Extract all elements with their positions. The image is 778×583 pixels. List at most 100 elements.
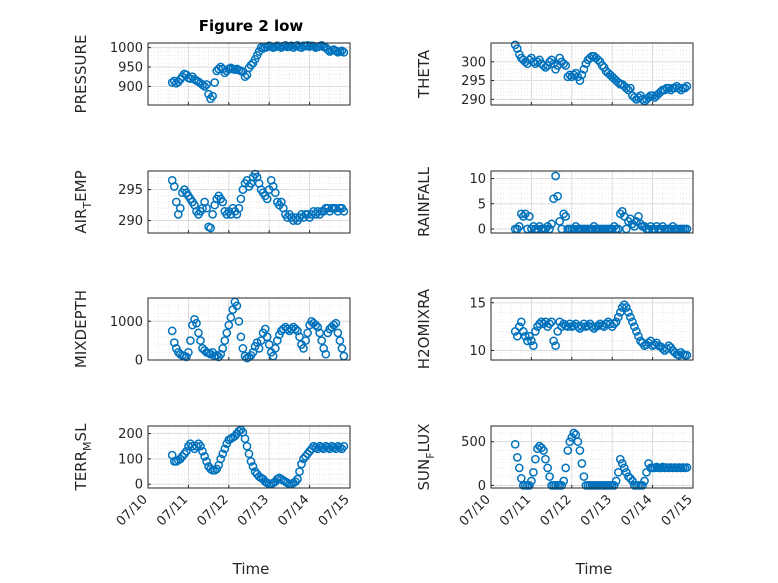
data-point xyxy=(194,328,203,338)
data-point xyxy=(597,61,607,70)
data-point xyxy=(525,212,534,221)
data-point xyxy=(512,44,522,53)
y-tick-label: 0 xyxy=(135,478,143,493)
data-point xyxy=(549,336,558,346)
data-point xyxy=(260,324,270,334)
data-point xyxy=(293,474,302,484)
data-point xyxy=(246,60,256,70)
data-point xyxy=(232,301,242,311)
data-point xyxy=(331,318,341,328)
data-point xyxy=(613,467,623,477)
y-axis-label-main: SUN xyxy=(415,459,433,491)
data-point xyxy=(339,441,349,451)
data-point xyxy=(337,344,347,353)
data-point xyxy=(218,449,228,459)
data-point xyxy=(559,59,569,69)
data-point xyxy=(202,457,211,466)
data-point xyxy=(561,212,571,221)
data-point xyxy=(527,336,536,346)
data-point xyxy=(565,437,575,447)
data-point xyxy=(527,476,536,486)
data-point xyxy=(638,481,647,490)
data-point xyxy=(551,341,560,351)
axes-box xyxy=(147,297,351,361)
y-axis-label: AIRTEMP xyxy=(72,170,94,233)
data-point xyxy=(224,320,234,330)
y-axis-label: MIXDEPTH xyxy=(72,290,90,368)
data-point xyxy=(565,70,575,80)
data-point xyxy=(218,344,228,353)
data-point xyxy=(537,317,546,327)
x-axis-label-left: Time xyxy=(232,560,270,578)
data-point xyxy=(611,476,621,486)
data-point xyxy=(291,324,300,334)
data-point xyxy=(579,64,589,74)
data-point xyxy=(270,188,280,198)
data-point xyxy=(315,328,325,338)
data-point xyxy=(514,222,524,231)
x-tick-label: 07/12 xyxy=(195,492,232,529)
data-point xyxy=(575,446,585,455)
y-axis-label-rest: EMP xyxy=(72,170,90,201)
data-point xyxy=(615,307,625,317)
data-point xyxy=(206,223,215,233)
data-point xyxy=(196,441,205,451)
data-point xyxy=(621,467,631,477)
subplot-7: 0 100 200 TERRMSL 07/10 07/11 07/12 07/13 07/14 0… xyxy=(72,423,353,529)
data-point xyxy=(214,64,224,74)
data-point xyxy=(624,85,633,95)
data-point xyxy=(587,322,597,331)
subplot-3: 290 295 AIRTEMP xyxy=(72,169,351,234)
data-point xyxy=(630,322,639,331)
data-point xyxy=(609,319,619,329)
data-point xyxy=(212,351,222,360)
data-point xyxy=(573,437,583,447)
y-tick-label: 15 xyxy=(469,296,486,311)
data-point xyxy=(541,63,550,72)
data-point xyxy=(520,331,530,341)
data-point xyxy=(236,194,246,204)
data-point xyxy=(545,472,554,481)
axes-box xyxy=(490,170,694,234)
data-point xyxy=(333,328,343,338)
y-tick-label: 0 xyxy=(478,479,486,494)
y-tick-label: 200 xyxy=(118,427,143,442)
x-tick-label: 07/14 xyxy=(618,492,655,529)
data-point xyxy=(557,481,567,490)
data-point xyxy=(180,449,189,459)
data-point xyxy=(192,318,201,328)
x-tick-label: 07/15 xyxy=(659,492,696,529)
axes-box xyxy=(490,297,694,361)
data-point xyxy=(611,317,621,327)
axes-box xyxy=(490,42,694,106)
data-point xyxy=(549,59,558,69)
data-point xyxy=(311,320,321,330)
y-axis-label-subscript: M xyxy=(81,441,94,451)
data-point xyxy=(206,349,215,359)
data-point xyxy=(262,332,272,342)
data-point xyxy=(682,350,692,360)
data-point xyxy=(518,327,528,336)
data-point xyxy=(220,336,230,345)
y-axis-label: THETA xyxy=(415,49,433,99)
data-point xyxy=(186,336,195,345)
x-tick-label: 07/13 xyxy=(578,492,615,529)
y-axis-label-main: H2OMIXRA xyxy=(415,288,433,369)
data-point xyxy=(543,463,552,473)
data-point xyxy=(547,317,556,327)
data-point xyxy=(222,328,232,338)
figure-title: Figure 2 low xyxy=(199,17,304,35)
y-tick-label: 295 xyxy=(118,183,143,198)
data-point xyxy=(563,446,573,455)
data-point xyxy=(539,61,548,70)
data-point xyxy=(264,340,274,349)
y-tick-label: 290 xyxy=(461,93,486,108)
data-point xyxy=(335,336,345,345)
data-point xyxy=(520,57,530,67)
y-tick-label: 900 xyxy=(118,80,143,95)
subplot-1: 900 950 1000 PRESSURE xyxy=(72,35,351,113)
data-point xyxy=(175,203,185,213)
data-point xyxy=(579,472,589,481)
data-point xyxy=(339,47,349,57)
